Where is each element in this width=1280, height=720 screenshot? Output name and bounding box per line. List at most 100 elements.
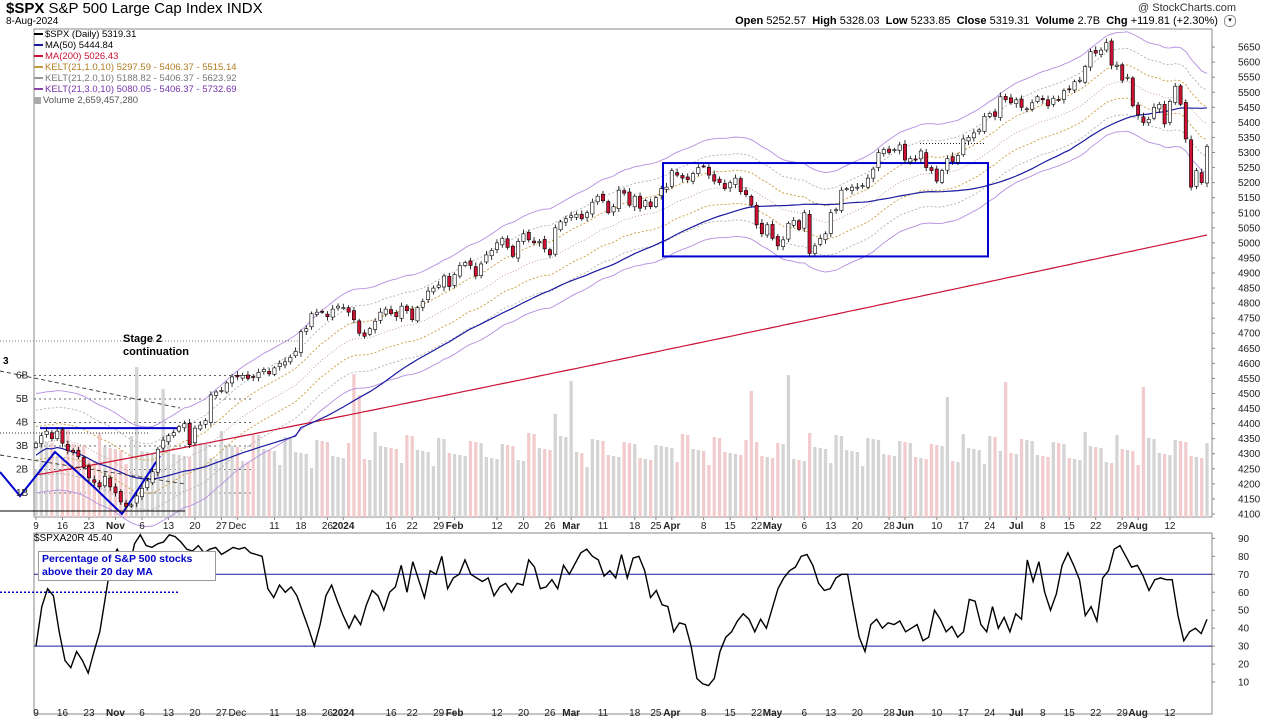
volume-bar [177,455,181,517]
volume-bar [437,438,441,517]
candle-body [712,174,717,182]
volume-bar [585,467,589,517]
volume-bar [686,435,690,517]
x-tick-label: 9 [33,708,39,719]
x-tick-label: 17 [958,708,970,719]
candle-body [81,457,86,468]
volume-bar [262,449,266,517]
volume-bar [272,451,277,517]
candle-body [558,221,563,231]
volume-bar [1205,443,1209,517]
legend: $SPX (Daily) 5319.31 MA(50) 5444.84 MA(2… [34,29,237,106]
volume-bar [871,439,875,517]
y-tick-label: 5150 [1238,193,1261,204]
x-tick-label: 29 [433,521,445,532]
candle-body [410,308,415,320]
candle-body [982,116,987,132]
y-tick-label: 5550 [1238,73,1261,84]
candle-body [765,224,770,236]
y-tick-label: 40 [1238,624,1250,635]
volume-bar [680,434,685,517]
legend-entry: Volume 2,659,457,280 [34,95,237,106]
x-tick-label: 24 [984,521,996,532]
candle-body [1061,90,1066,100]
change-value: +119.81 (+2.30%) [1130,15,1218,27]
y-tick-label: 4350 [1238,434,1261,445]
candle-body [553,227,558,255]
x-tick-label: 16 [57,521,69,532]
volume-bar [92,461,96,517]
x-tick-label: 12 [491,521,503,532]
candle-body [563,218,568,223]
x-tick-label: 27 [216,708,228,719]
volume-bar [500,444,504,517]
y-tick-label: 5650 [1238,43,1261,54]
volume-bar [723,452,727,517]
x-tick-label: 6 [802,708,808,719]
x-tick-label: 25 [650,708,662,719]
volume-bar [479,443,483,517]
volume-bar [1078,460,1082,517]
volume-bar [1041,456,1045,517]
volume-bar [44,442,49,517]
y-tick-label: 5300 [1238,148,1261,159]
x-tick-label: 6 [139,708,145,719]
volume-bar [537,448,542,517]
candle-body [341,307,346,309]
close-value: 5319.31 [989,15,1030,27]
candle-body [590,201,595,215]
candle-body [781,239,786,247]
volume-bar [966,448,971,517]
candle-body [118,491,123,503]
x-tick-label: Nov [106,521,125,532]
candle-body [442,275,446,288]
candle-body [961,138,966,156]
candle-body [1040,98,1045,101]
candle-body [431,287,436,293]
candle-body [314,311,319,315]
legend-entry: MA(200) 5026.43 [34,51,237,62]
candle-body [526,231,531,241]
volume-bar [548,450,552,517]
volume-tick-label: 1B [16,488,29,499]
volume-bar [845,450,849,517]
dropdown-icon[interactable]: ▾ [1224,15,1236,28]
y-tick-label: 5050 [1238,223,1261,234]
x-tick-label: 20 [189,521,201,532]
volume-bar [320,441,324,517]
candle-body [701,165,706,168]
x-tick-label: 12 [1164,708,1176,719]
candle-body [495,242,499,250]
volume-bar [564,437,568,517]
candle-body [786,222,791,240]
candle-body [627,191,632,206]
candle-body [500,238,505,246]
candle-body [198,424,203,430]
candle-body [1141,116,1146,123]
volume-bar [611,456,616,517]
candle-body [579,213,584,220]
volume-bar [1200,458,1204,517]
candle-body [1109,40,1114,66]
volume-bar [1094,447,1098,517]
candle-body [1194,170,1199,187]
candle-body [812,245,817,254]
candle-body [182,423,187,429]
candle-body [373,320,378,330]
candle-body [1067,88,1072,91]
candle-body [1130,77,1135,107]
candle-body [797,220,801,230]
volume-bar [1178,441,1183,517]
candle-body [818,238,823,245]
candle-body [510,245,515,257]
candle-body [548,249,552,256]
candle-body [463,262,468,266]
volume-bar [225,445,229,517]
x-tick-label: 20 [189,708,201,719]
volume-bar [283,437,287,517]
candle-body [71,450,76,453]
candle-body [1093,50,1098,54]
candle-body [632,195,637,208]
volume-bar [426,452,430,517]
legend-entry: KELT(21,2.0,10) 5188.82 - 5406.37 - 5623… [34,73,237,84]
